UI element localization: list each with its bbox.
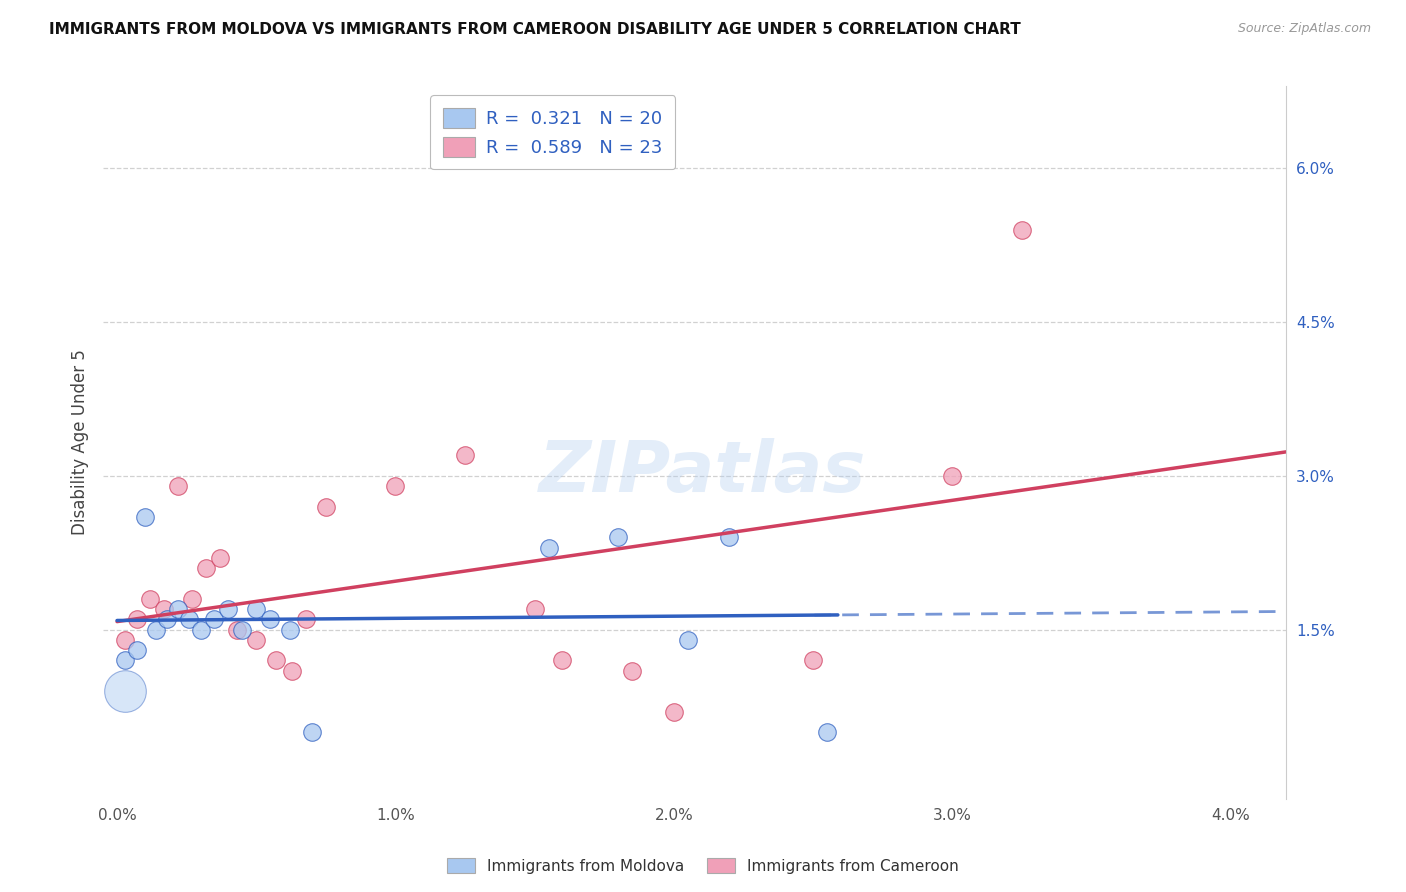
Point	[621, 664, 644, 678]
Legend: Immigrants from Moldova, Immigrants from Cameroon: Immigrants from Moldova, Immigrants from…	[441, 852, 965, 880]
Point	[167, 479, 190, 493]
Point	[295, 612, 318, 626]
Point	[139, 591, 162, 606]
Text: ZIPatlas: ZIPatlas	[540, 438, 866, 508]
Point	[662, 705, 685, 719]
Point	[801, 653, 824, 667]
Point	[264, 653, 287, 667]
Point	[551, 653, 574, 667]
Text: IMMIGRANTS FROM MOLDOVA VS IMMIGRANTS FROM CAMEROON DISABILITY AGE UNDER 5 CORRE: IMMIGRANTS FROM MOLDOVA VS IMMIGRANTS FR…	[49, 22, 1021, 37]
Point	[815, 725, 838, 739]
Point	[145, 623, 167, 637]
Point	[153, 602, 176, 616]
Legend: R =  0.321   N = 20, R =  0.589   N = 23: R = 0.321 N = 20, R = 0.589 N = 23	[430, 95, 675, 169]
Point	[1011, 223, 1033, 237]
Point	[718, 530, 741, 544]
Point	[217, 602, 239, 616]
Point	[167, 602, 190, 616]
Point	[281, 664, 304, 678]
Point	[190, 623, 212, 637]
Point	[134, 509, 156, 524]
Point	[204, 612, 226, 626]
Point	[114, 653, 136, 667]
Point	[195, 561, 218, 575]
Point	[301, 725, 323, 739]
Point	[676, 632, 699, 647]
Point	[259, 612, 281, 626]
Point	[454, 449, 477, 463]
Point	[278, 623, 301, 637]
Point	[245, 602, 267, 616]
Y-axis label: Disability Age Under 5: Disability Age Under 5	[72, 350, 89, 535]
Point	[941, 468, 963, 483]
Point	[114, 684, 136, 698]
Point	[523, 602, 546, 616]
Point	[315, 500, 337, 514]
Point	[125, 643, 148, 657]
Point	[231, 623, 253, 637]
Point	[209, 550, 232, 565]
Point	[384, 479, 406, 493]
Point	[181, 591, 204, 606]
Text: Source: ZipAtlas.com: Source: ZipAtlas.com	[1237, 22, 1371, 36]
Point	[537, 541, 560, 555]
Point	[156, 612, 179, 626]
Point	[179, 612, 201, 626]
Point	[245, 632, 267, 647]
Point	[125, 612, 148, 626]
Point	[607, 530, 630, 544]
Point	[114, 632, 136, 647]
Point	[225, 623, 247, 637]
